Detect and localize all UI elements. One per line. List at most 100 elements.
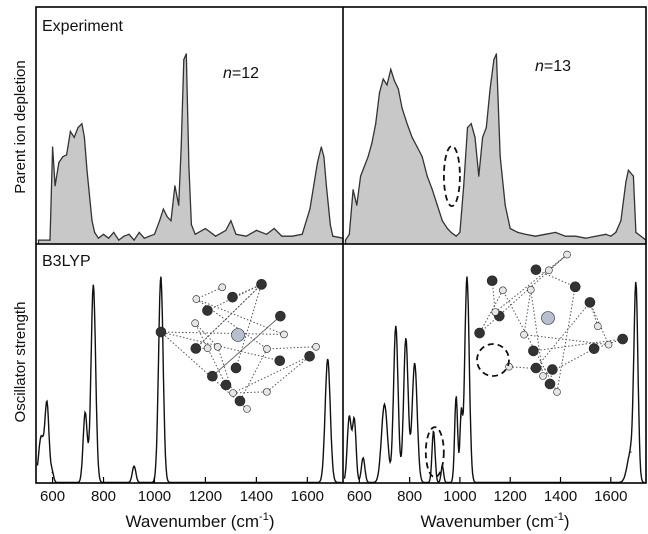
dashed-circle-highlight (476, 343, 510, 377)
peak-point (40, 437, 42, 439)
y-axis-title-top: Parent ion depletion (12, 60, 29, 193)
hydrogen-bond (533, 338, 623, 352)
atom (256, 279, 267, 290)
data-point (215, 235, 217, 237)
data-point (534, 235, 537, 237)
data-point (421, 156, 423, 158)
panel-top-left (37, 53, 344, 245)
data-point (564, 235, 567, 237)
data-point (416, 146, 418, 148)
data-point (344, 239, 347, 241)
data-point (66, 154, 68, 156)
x-axis-title-left-sup: -1 (259, 511, 269, 523)
spectrum-line-bottom-right (343, 276, 645, 484)
x-tick-label: 600 (40, 488, 65, 505)
atom (569, 281, 581, 293)
peak-point (630, 451, 632, 453)
peak-point (133, 465, 135, 468)
atom (231, 328, 245, 342)
data-point (436, 204, 438, 206)
dashed-ellipse-top-right (442, 145, 461, 208)
data-point (485, 127, 487, 129)
data-point (466, 127, 469, 129)
panel-tag-experiment: Experiment (42, 18, 123, 35)
data-point (431, 189, 433, 191)
data-point (77, 127, 79, 129)
data-point (37, 239, 40, 241)
data-point (406, 123, 408, 125)
atom (304, 350, 315, 362)
data-point (426, 175, 428, 177)
data-point (397, 88, 399, 90)
n12-value: =12 (232, 65, 259, 82)
hydrogen-bond (160, 331, 285, 335)
atom (545, 266, 553, 275)
data-point (625, 181, 627, 183)
data-point (489, 88, 491, 90)
data-point (610, 235, 612, 237)
hydrogen-bond (535, 302, 591, 369)
data-point (188, 165, 190, 167)
data-point (463, 185, 465, 187)
data-point (632, 175, 635, 177)
data-point (371, 142, 373, 144)
peak-point (405, 338, 407, 340)
data-point (138, 231, 140, 233)
data-point (291, 235, 293, 237)
x-tick-label: 1600 (291, 488, 324, 505)
data-point (94, 231, 96, 233)
data-point (323, 156, 325, 158)
atom (230, 362, 242, 374)
data-point (180, 146, 182, 148)
panel-bottom-left: 600 800 1000 1200 1400 1600 (36, 276, 342, 505)
hydrogen-bond (589, 302, 610, 345)
data-point (273, 227, 275, 230)
hydrogen-bond (160, 331, 280, 362)
data-point (332, 235, 334, 237)
data-point (204, 227, 206, 230)
atom (594, 322, 602, 330)
data-point (69, 130, 71, 133)
molecule-structure-right-icon (474, 250, 628, 396)
atom (191, 319, 199, 327)
atom (528, 345, 539, 357)
atom (584, 297, 596, 308)
n13-annotation: n=13 (535, 58, 571, 75)
atom (275, 310, 286, 322)
data-point (108, 237, 110, 239)
hydrogen-bond (239, 348, 268, 402)
data-point (320, 146, 322, 148)
data-point (123, 235, 125, 237)
data-point (245, 235, 247, 237)
atom (520, 330, 528, 339)
n12-var: n (223, 65, 232, 82)
peak-point (432, 430, 435, 433)
data-point (133, 239, 135, 241)
atom (213, 342, 222, 351)
atom (202, 305, 213, 316)
atom (234, 395, 246, 407)
data-point (178, 204, 180, 206)
hydrogen-bond (212, 315, 281, 377)
data-point (474, 136, 476, 138)
atom (544, 378, 556, 390)
data-point (159, 220, 161, 222)
data-point (118, 239, 120, 241)
hydrogen-bond (535, 269, 576, 288)
hydrogen-bond (549, 369, 553, 385)
peak-point (383, 404, 386, 406)
data-point (58, 161, 60, 164)
atom (539, 372, 547, 380)
hydrogen-bond (194, 322, 219, 348)
hydrogen-bond (494, 254, 568, 313)
x-axis-title-right-end: ) (564, 512, 570, 531)
atom (218, 283, 227, 292)
x-tick-label: 1400 (240, 488, 273, 505)
hydrogen-bond (232, 391, 267, 394)
data-point (393, 80, 396, 82)
data-point (49, 239, 51, 241)
atom (274, 355, 286, 367)
data-point (113, 231, 115, 233)
x-tick-label: 1200 (494, 488, 527, 505)
hydrogen-bond (266, 355, 310, 393)
